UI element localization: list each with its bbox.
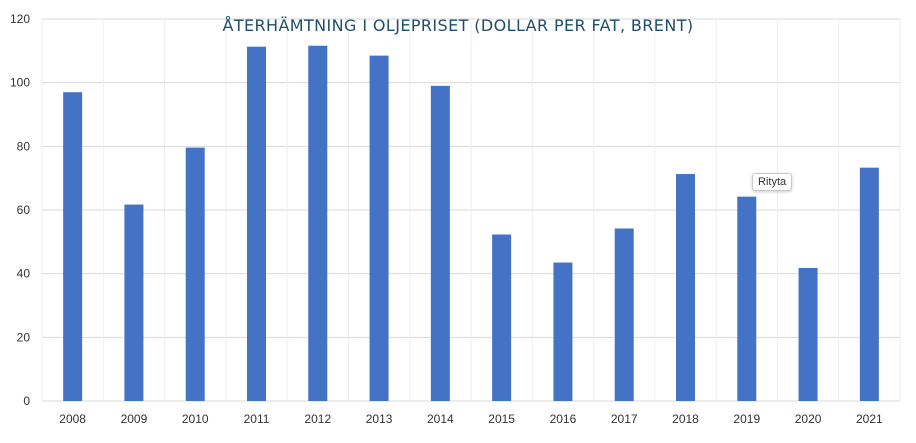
y-tick-label: 60 [17, 203, 31, 217]
y-tick-label: 0 [23, 394, 30, 408]
x-tick-label: 2015 [488, 412, 515, 426]
x-tick-label: 2011 [244, 412, 270, 426]
x-tick-label: 2010 [182, 412, 209, 426]
y-tick-label: 80 [17, 139, 31, 153]
bar-2020[interactable] [798, 267, 818, 401]
x-tick-label: 2016 [550, 412, 577, 426]
chart-title: ÅTERHÄMTNING I OLJEPRISET (DOLLAR PER FA… [222, 16, 694, 35]
x-tick-label: 2020 [795, 412, 822, 426]
y-axis-tick-labels: 0 20 40 60 80 100 120 [10, 12, 30, 408]
plot-area-tooltip: Rityta [752, 173, 793, 191]
gridlines [41, 18, 901, 402]
bar-2013[interactable] [369, 55, 389, 401]
y-tick-label: 120 [10, 12, 30, 26]
bar-2021[interactable] [859, 167, 879, 401]
y-tick-label: 40 [17, 267, 31, 281]
bar-2011[interactable] [247, 46, 266, 401]
bar-2008[interactable] [63, 92, 83, 401]
bar-2018[interactable] [676, 174, 695, 401]
x-tick-label: 2008 [59, 412, 86, 426]
x-tick-label: 2021 [856, 412, 883, 426]
y-tick-label: 20 [17, 330, 31, 344]
bar-2012[interactable] [308, 45, 328, 402]
x-tick-label: 2019 [733, 412, 760, 426]
y-tick-label: 100 [10, 76, 30, 90]
bar-2019[interactable] [737, 196, 757, 401]
x-tick-label: 2018 [672, 412, 699, 426]
x-axis-tick-labels: 2008 2009 2010 2011 2012 2013 2014 2015 2016 2017… [59, 412, 883, 426]
x-tick-label: 2017 [611, 412, 638, 426]
bar-2009[interactable] [124, 204, 144, 401]
bars [63, 45, 879, 402]
x-tick-label: 2014 [427, 412, 454, 426]
bar-2010[interactable] [185, 147, 205, 401]
bar-2014[interactable] [430, 85, 450, 401]
bar-2016[interactable] [553, 262, 573, 401]
x-tick-label: 2012 [304, 412, 331, 426]
bar-2017[interactable] [614, 228, 634, 401]
x-tick-label: 2009 [121, 412, 148, 426]
bar-2015[interactable] [492, 234, 512, 401]
x-tick-label: 2013 [366, 412, 393, 426]
